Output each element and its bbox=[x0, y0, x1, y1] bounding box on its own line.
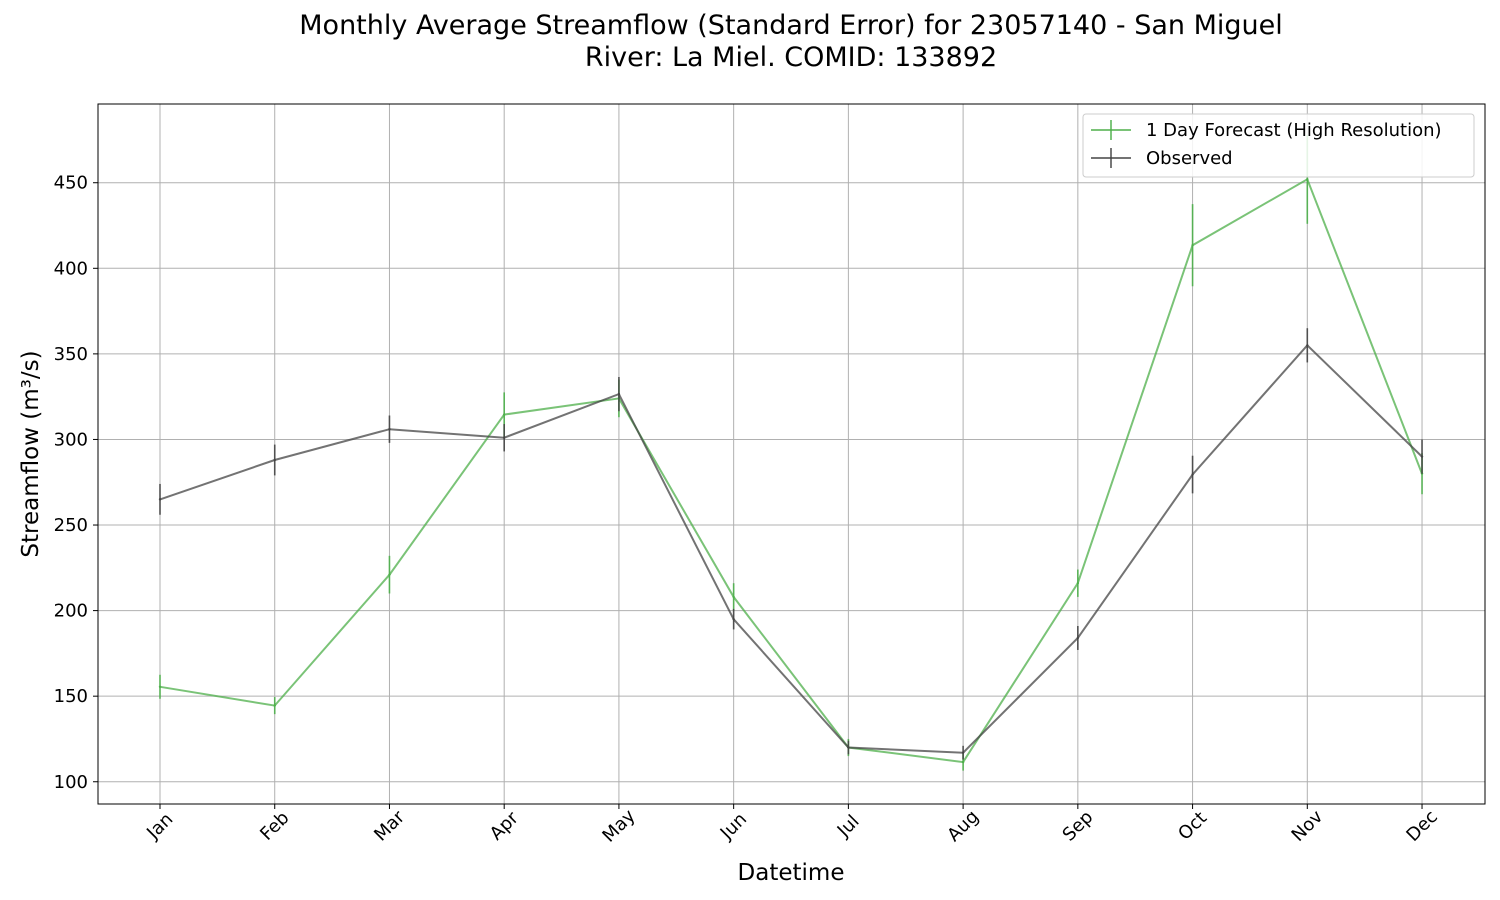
y-tick-label: 250 bbox=[54, 515, 88, 536]
plot-frame bbox=[97, 103, 1486, 805]
data-point bbox=[388, 573, 391, 576]
data-point bbox=[961, 751, 965, 754]
data-point bbox=[1306, 344, 1309, 347]
chart-title-line-2: River: La Miel. COMID: 133892 bbox=[584, 42, 998, 73]
data-point bbox=[732, 617, 735, 621]
data-point bbox=[158, 498, 162, 501]
data-point bbox=[388, 427, 391, 431]
data-point bbox=[847, 746, 850, 749]
chart-title: Monthly Average Streamflow (Standard Err… bbox=[0, 10, 1500, 74]
data-point bbox=[273, 458, 276, 462]
series-layer bbox=[158, 134, 1424, 771]
data-point bbox=[1076, 582, 1080, 585]
x-tick-label: Dec bbox=[1402, 806, 1441, 845]
x-tick-label: Apr bbox=[486, 807, 523, 844]
data-point bbox=[732, 595, 735, 599]
series-line bbox=[159, 343, 1423, 754]
y-tick-label: 100 bbox=[54, 772, 88, 793]
legend-label: 1 Day Forecast (High Resolution) bbox=[1146, 120, 1442, 141]
x-tick-label: Mar bbox=[370, 806, 409, 845]
x-axis-label: Datetime bbox=[738, 860, 845, 886]
x-axis-ticks: Jan Feb Mar Apr May Jun Jul Aug Sep Oct Nov Dec bbox=[142, 804, 1442, 847]
y-axis-ticks: 100 150 200 250 300 350 400 450 bbox=[54, 173, 98, 793]
legend-item: Observed bbox=[1091, 148, 1233, 169]
data-point bbox=[1191, 473, 1194, 476]
x-tick-label: Jan bbox=[142, 809, 177, 844]
data-point bbox=[617, 392, 621, 396]
data-point bbox=[1076, 636, 1080, 640]
legend: 1 Day Forecast (High Resolution) Observed bbox=[1082, 113, 1475, 178]
data-point bbox=[961, 760, 965, 764]
y-tick-label: 150 bbox=[54, 686, 88, 707]
x-tick-label: Nov bbox=[1288, 806, 1328, 846]
data-point bbox=[158, 685, 162, 688]
series-0 bbox=[158, 134, 1424, 771]
data-point bbox=[502, 436, 506, 439]
data-point bbox=[1420, 455, 1424, 458]
x-tick-label: May bbox=[598, 805, 639, 846]
grid-lines bbox=[98, 104, 1485, 804]
data-point bbox=[502, 413, 506, 416]
data-point bbox=[1191, 243, 1194, 247]
y-tick-label: 450 bbox=[54, 173, 88, 194]
x-tick-label: Jun bbox=[716, 809, 751, 844]
legend-label: Observed bbox=[1146, 148, 1233, 169]
series-1 bbox=[158, 328, 1424, 760]
x-tick-label: Feb bbox=[256, 807, 293, 844]
x-tick-label: Oct bbox=[1174, 808, 1211, 845]
series-line bbox=[159, 177, 1423, 764]
legend-item: 1 Day Forecast (High Resolution) bbox=[1091, 120, 1442, 141]
y-tick-label: 200 bbox=[54, 601, 88, 622]
x-tick-label: Sep bbox=[1059, 807, 1098, 846]
chart-title-line-1: Monthly Average Streamflow (Standard Err… bbox=[299, 10, 1283, 41]
x-tick-label: Jul bbox=[833, 811, 864, 842]
y-axis-label: Streamflow (m³/s) bbox=[18, 350, 44, 557]
data-point bbox=[273, 704, 276, 707]
y-tick-label: 350 bbox=[54, 344, 88, 365]
y-tick-label: 400 bbox=[54, 258, 88, 279]
legend-box bbox=[1082, 113, 1475, 178]
data-point bbox=[1306, 178, 1309, 181]
x-tick-label: Aug bbox=[943, 806, 983, 846]
y-tick-label: 300 bbox=[54, 429, 88, 450]
